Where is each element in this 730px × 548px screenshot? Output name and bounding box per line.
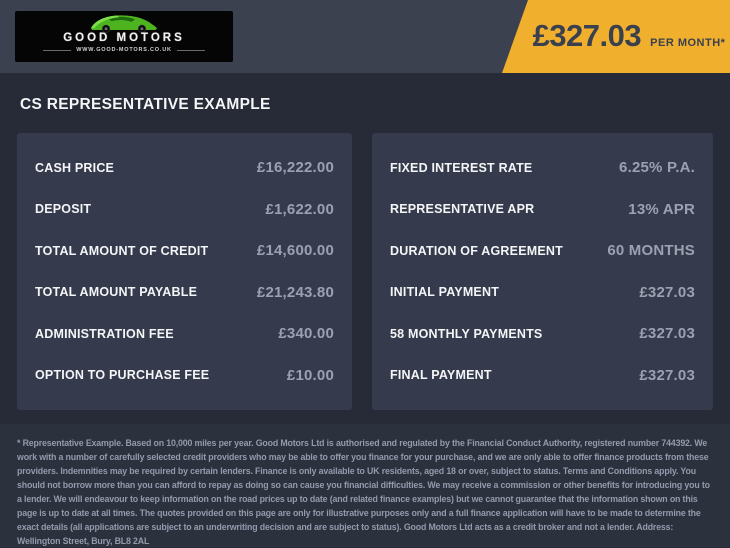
finance-row-value: £14,600.00	[256, 242, 334, 260]
monthly-price-badge: £327.03 PER MONTH*	[502, 0, 730, 73]
finance-row-label: OPTION TO PURCHASE FEE	[35, 368, 210, 383]
finance-row-value: £21,243.80	[256, 283, 334, 301]
finance-row-value: 6.25% P.A.	[619, 159, 695, 176]
finance-row-label: TOTAL AMOUNT PAYABLE	[35, 285, 198, 300]
finance-row-value: £16,222.00	[256, 159, 334, 176]
dealer-logo-website-row: WWW.GOOD-MOTORS.CO.UK	[43, 47, 205, 53]
finance-row-label: INITIAL PAYMENT	[390, 285, 500, 300]
dealer-logo-website: WWW.GOOD-MOTORS.CO.UK	[76, 47, 172, 53]
finance-row-label: FINAL PAYMENT	[390, 368, 492, 383]
finance-row-value: £327.03	[639, 366, 695, 384]
page-title: CS REPRESENTATIVE EXAMPLE	[20, 96, 271, 113]
finance-row-deposit: DEPOSIT £1,622.00	[17, 189, 352, 230]
logo-dash-left	[43, 49, 72, 51]
footer: * Representative Example. Based on 10,00…	[0, 424, 730, 547]
header: GOOD MOTORS WWW.GOOD-MOTORS.CO.UK £327.0…	[0, 0, 730, 73]
finance-row-cash-price: CASH PRICE £16,222.00	[17, 147, 352, 188]
finance-row-label: DEPOSIT	[35, 202, 92, 217]
finance-row-total-payable: TOTAL AMOUNT PAYABLE £21,243.80	[17, 272, 352, 313]
finance-row-value: £340.00	[278, 325, 334, 343]
finance-row-label: 58 MONTHLY PAYMENTS	[390, 326, 543, 341]
finance-row-label: REPRESENTATIVE APR	[390, 202, 535, 217]
finance-row-label: TOTAL AMOUNT OF CREDIT	[35, 243, 209, 258]
finance-panel-left: CASH PRICE £16,222.00 DEPOSIT £1,622.00 …	[17, 133, 352, 410]
finance-row-label: ADMINISTRATION FEE	[35, 326, 174, 341]
finance-row-label: FIXED INTEREST RATE	[390, 160, 533, 175]
finance-panels: CASH PRICE £16,222.00 DEPOSIT £1,622.00 …	[17, 133, 713, 410]
finance-row-duration: DURATION OF AGREEMENT 60 MONTHS	[372, 230, 713, 271]
finance-panel-right: FIXED INTEREST RATE 6.25% P.A. REPRESENT…	[372, 133, 713, 410]
finance-row-initial-payment: INITIAL PAYMENT £327.03	[372, 272, 713, 313]
car-logo-icon	[91, 15, 157, 33]
finance-row-final-payment: FINAL PAYMENT £327.03	[372, 355, 713, 396]
finance-row-value: £327.03	[639, 325, 695, 343]
monthly-price-amount: £327.03	[532, 18, 642, 53]
finance-row-value: 13% APR	[628, 200, 695, 218]
logo-dash-right	[176, 49, 205, 51]
finance-row-value: £1,622.00	[265, 200, 334, 218]
finance-row-value: £327.03	[639, 283, 695, 301]
finance-row-value: £10.00	[286, 366, 334, 384]
finance-row-admin-fee: ADMINISTRATION FEE £340.00	[17, 313, 352, 354]
finance-row-value: 60 MONTHS	[607, 242, 695, 260]
finance-row-label: CASH PRICE	[35, 160, 115, 175]
finance-row-label: DURATION OF AGREEMENT	[390, 243, 563, 258]
finance-row-apr: REPRESENTATIVE APR 13% APR	[372, 189, 713, 230]
finance-row-interest-rate: FIXED INTEREST RATE 6.25% P.A.	[372, 147, 713, 188]
disclaimer-text: * Representative Example. Based on 10,00…	[17, 438, 710, 546]
monthly-price-suffix: PER MONTH*	[650, 37, 726, 49]
dealer-logo[interactable]: GOOD MOTORS WWW.GOOD-MOTORS.CO.UK	[15, 11, 233, 62]
finance-row-total-credit: TOTAL AMOUNT OF CREDIT £14,600.00	[17, 230, 352, 271]
finance-row-monthly-payments: 58 MONTHLY PAYMENTS £327.03	[372, 313, 713, 354]
finance-row-purchase-fee: OPTION TO PURCHASE FEE £10.00	[17, 355, 352, 396]
dealer-logo-title: GOOD MOTORS	[63, 32, 185, 44]
